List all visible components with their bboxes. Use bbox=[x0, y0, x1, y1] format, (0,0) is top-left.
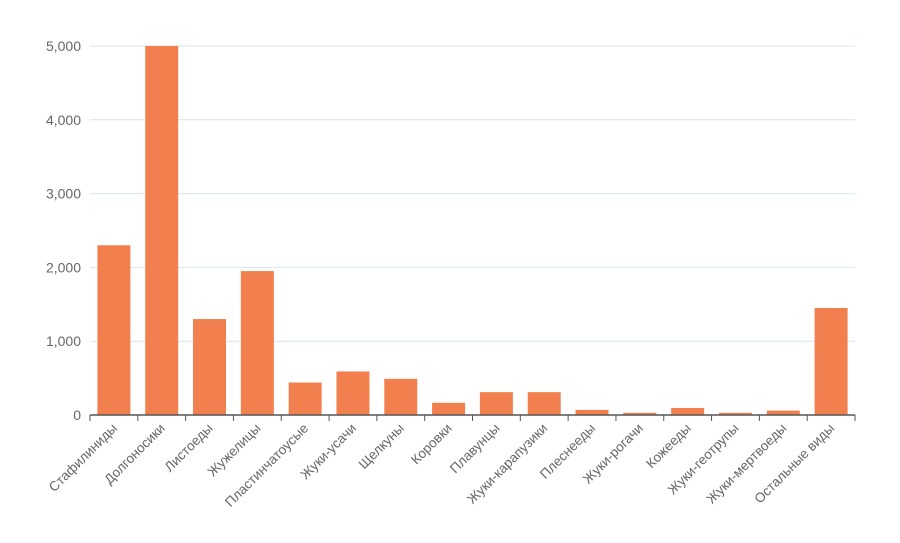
bar bbox=[575, 409, 609, 415]
bar bbox=[240, 271, 274, 415]
y-tick-label: 5,000 bbox=[46, 38, 81, 54]
y-tick-label: 3,000 bbox=[46, 186, 81, 202]
x-tick-label: Жуки-мертвоеды bbox=[703, 421, 789, 507]
bar bbox=[766, 410, 800, 415]
bar bbox=[288, 382, 322, 415]
bar bbox=[97, 245, 131, 415]
bar bbox=[479, 392, 513, 415]
x-tick-label: Пластинчатоусые bbox=[222, 421, 311, 510]
bar bbox=[671, 407, 705, 415]
y-tick-label: 1,000 bbox=[46, 333, 81, 349]
x-axis bbox=[89, 414, 856, 421]
bars bbox=[97, 46, 848, 415]
bar bbox=[145, 46, 179, 415]
y-tick-label: 0 bbox=[73, 407, 81, 423]
y-tick-label: 2,000 bbox=[46, 259, 81, 275]
x-tick-label: Остальные виды bbox=[751, 421, 837, 507]
bar bbox=[193, 319, 227, 415]
x-tick-label: Кожееды bbox=[643, 421, 694, 472]
bar bbox=[527, 392, 561, 415]
x-axis-labels: СтафилинидыДолгоносикиЛистоедыЖужелицыПл… bbox=[46, 421, 837, 510]
bar bbox=[384, 378, 418, 415]
bar bbox=[814, 307, 848, 415]
y-tick-label: 4,000 bbox=[46, 112, 81, 128]
bar bbox=[718, 412, 752, 415]
bar bbox=[623, 412, 657, 415]
bar bbox=[432, 402, 466, 415]
x-tick-label: Щелкуны bbox=[356, 421, 407, 472]
bar bbox=[336, 371, 370, 415]
x-tick-label: Жуки-карапузики bbox=[464, 421, 550, 507]
gridlines bbox=[90, 45, 855, 342]
y-axis-ticks: 0 1,000 2,000 3,000 4,000 5,000 bbox=[46, 38, 81, 423]
x-tick-label: Коровки bbox=[408, 421, 455, 468]
